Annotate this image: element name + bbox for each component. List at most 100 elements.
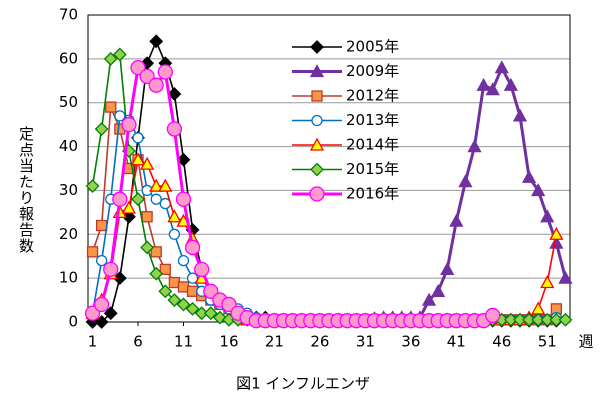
marker bbox=[440, 262, 455, 276]
y-tick-label: 30 bbox=[59, 181, 78, 199]
marker bbox=[194, 261, 210, 278]
marker bbox=[421, 292, 437, 306]
marker bbox=[85, 179, 100, 193]
marker bbox=[130, 59, 146, 76]
marker bbox=[531, 312, 546, 327]
marker bbox=[522, 312, 536, 327]
marker bbox=[194, 306, 209, 321]
legend-label: 2013年 bbox=[346, 111, 399, 129]
marker bbox=[177, 254, 190, 267]
x-tick-label: 16 bbox=[219, 333, 238, 351]
marker bbox=[141, 211, 153, 223]
marker bbox=[95, 219, 108, 232]
legend-label: 2005年 bbox=[346, 38, 399, 56]
marker bbox=[94, 122, 109, 136]
x-tick-label: 6 bbox=[133, 333, 143, 351]
x-axis-label: 週 bbox=[578, 333, 593, 351]
marker bbox=[540, 275, 555, 289]
marker bbox=[158, 284, 173, 299]
legend-label: 2016年 bbox=[346, 185, 399, 203]
x-tick-label: 31 bbox=[356, 333, 375, 351]
marker bbox=[140, 240, 155, 255]
y-tick-label: 40 bbox=[59, 137, 78, 155]
marker bbox=[221, 296, 237, 313]
x-tick-label: 46 bbox=[492, 333, 511, 351]
marker bbox=[103, 306, 118, 321]
marker bbox=[310, 40, 324, 54]
y-tick-label: 0 bbox=[68, 313, 78, 331]
y-tick-label: 70 bbox=[59, 6, 78, 24]
marker bbox=[540, 209, 555, 223]
marker bbox=[176, 297, 191, 312]
marker bbox=[503, 77, 518, 91]
marker bbox=[185, 301, 200, 316]
series-line bbox=[91, 158, 558, 321]
legend: 2005年 2009年 2012年 2013年 2014年 2015年 2016年 bbox=[292, 38, 399, 203]
x-tick-label: 41 bbox=[447, 333, 466, 351]
y-tick-label: 50 bbox=[59, 93, 78, 111]
marker bbox=[112, 47, 127, 62]
marker bbox=[167, 209, 182, 223]
marker bbox=[558, 270, 573, 284]
marker bbox=[186, 272, 199, 284]
marker bbox=[112, 191, 128, 207]
y-tick-label: 60 bbox=[59, 49, 78, 67]
marker bbox=[150, 246, 162, 258]
marker bbox=[311, 114, 323, 127]
marker bbox=[184, 239, 201, 256]
marker bbox=[309, 64, 325, 78]
marker bbox=[149, 34, 164, 49]
marker bbox=[139, 68, 155, 85]
marker bbox=[531, 301, 546, 315]
marker bbox=[310, 162, 324, 177]
legend-label: 2014年 bbox=[346, 136, 399, 154]
marker bbox=[131, 192, 145, 207]
marker bbox=[503, 312, 518, 327]
marker bbox=[485, 82, 500, 96]
marker bbox=[132, 132, 144, 144]
marker bbox=[309, 186, 325, 202]
marker bbox=[159, 263, 171, 276]
legend-label: 2009年 bbox=[346, 62, 399, 80]
marker bbox=[167, 87, 182, 101]
y-tick-label: 10 bbox=[59, 269, 78, 287]
marker bbox=[121, 200, 137, 214]
marker bbox=[521, 169, 537, 183]
marker bbox=[148, 77, 164, 93]
marker bbox=[549, 235, 564, 249]
x-tick-label: 36 bbox=[401, 333, 420, 351]
marker bbox=[458, 174, 473, 188]
marker bbox=[431, 283, 446, 297]
marker bbox=[158, 178, 173, 192]
marker bbox=[149, 178, 164, 192]
marker bbox=[103, 261, 119, 278]
marker bbox=[549, 312, 564, 327]
marker bbox=[311, 90, 323, 102]
marker bbox=[121, 116, 137, 133]
y-axis-label: 定点当たり報告数 bbox=[17, 126, 35, 254]
marker bbox=[84, 305, 101, 321]
marker bbox=[485, 307, 501, 324]
x-tick-label: 11 bbox=[174, 333, 193, 351]
marker bbox=[114, 110, 126, 122]
x-tick-label: 51 bbox=[538, 333, 557, 351]
x-tick-label: 1 bbox=[88, 333, 98, 351]
marker bbox=[140, 156, 155, 170]
marker bbox=[476, 77, 491, 91]
caption: 図1 インフルエンザ bbox=[236, 375, 370, 393]
marker bbox=[449, 213, 464, 227]
marker bbox=[103, 51, 118, 66]
marker bbox=[157, 64, 173, 80]
marker bbox=[149, 266, 164, 281]
legend-label: 2012年 bbox=[346, 87, 399, 105]
marker bbox=[167, 293, 182, 307]
marker bbox=[130, 152, 146, 166]
marker bbox=[150, 193, 162, 205]
x-tick-label: 21 bbox=[265, 333, 284, 351]
marker bbox=[175, 191, 192, 207]
marker bbox=[86, 246, 99, 258]
marker bbox=[168, 228, 181, 240]
x-tick-label: 26 bbox=[310, 333, 329, 351]
